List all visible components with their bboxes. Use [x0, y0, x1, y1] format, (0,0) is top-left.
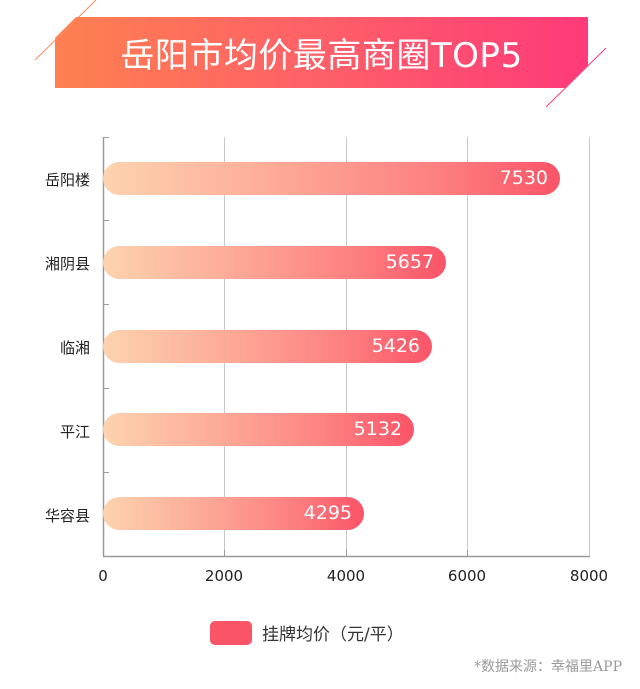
bar: 4295: [103, 497, 364, 530]
x-tick-label: 8000: [569, 567, 609, 585]
category-label: 平江: [59, 423, 90, 441]
x-tick-label: 0: [98, 567, 108, 585]
legend-swatch: [210, 620, 252, 645]
bar: 7530: [103, 162, 560, 195]
legend: 挂牌均价（元/平）: [210, 620, 404, 645]
source-note: *数据来源：幸福里APP: [474, 659, 622, 675]
banner-shape: [34, 0, 607, 108]
category-label: 临湘: [59, 339, 90, 357]
x-tick-label: 2000: [204, 567, 244, 585]
x-tick-label: 4000: [326, 567, 366, 585]
bar-value-label: 4295: [303, 502, 352, 524]
bar: 5426: [103, 330, 432, 363]
legend-label: 挂牌均价（元/平）: [262, 625, 404, 645]
bar: 5657: [103, 246, 446, 279]
chart-title: 岳阳市均价最高商圈TOP5: [120, 36, 523, 76]
bar: 5132: [103, 413, 414, 446]
bar-value-label: 5132: [353, 418, 402, 440]
bar-value-label: 5657: [385, 251, 434, 273]
bar-chart: 岳阳楼 湘阴县 临湘 平江 华容县 7530 5657 5426 5132 42…: [44, 137, 609, 585]
category-label: 岳阳楼: [44, 171, 90, 189]
category-label: 华容县: [44, 507, 90, 525]
x-tick-label: 6000: [447, 567, 487, 585]
bar-value-label: 5426: [371, 335, 420, 357]
category-label: 湘阴县: [44, 255, 90, 273]
bar-value-label: 7530: [499, 167, 548, 189]
title-banner: 岳阳市均价最高商圈TOP5: [0, 0, 640, 115]
